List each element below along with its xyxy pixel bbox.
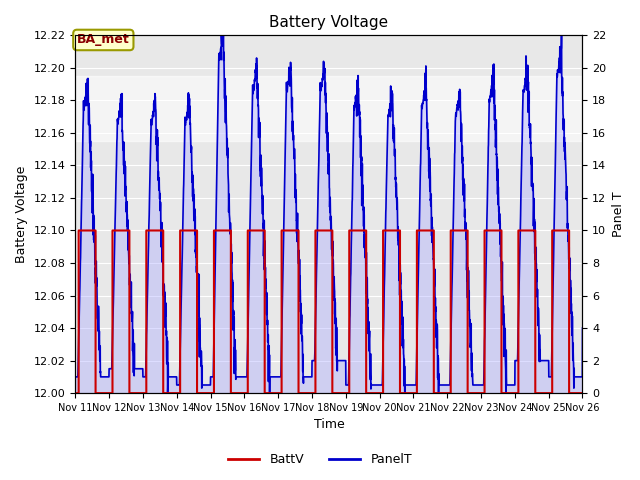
Title: Battery Voltage: Battery Voltage: [269, 15, 388, 30]
Bar: [76, 76, 582, 141]
X-axis label: Time: Time: [314, 419, 344, 432]
Legend: BattV, PanelT: BattV, PanelT: [223, 448, 417, 471]
Y-axis label: Panel T: Panel T: [612, 192, 625, 237]
Y-axis label: Battery Voltage: Battery Voltage: [15, 166, 28, 263]
Text: BA_met: BA_met: [77, 34, 130, 47]
